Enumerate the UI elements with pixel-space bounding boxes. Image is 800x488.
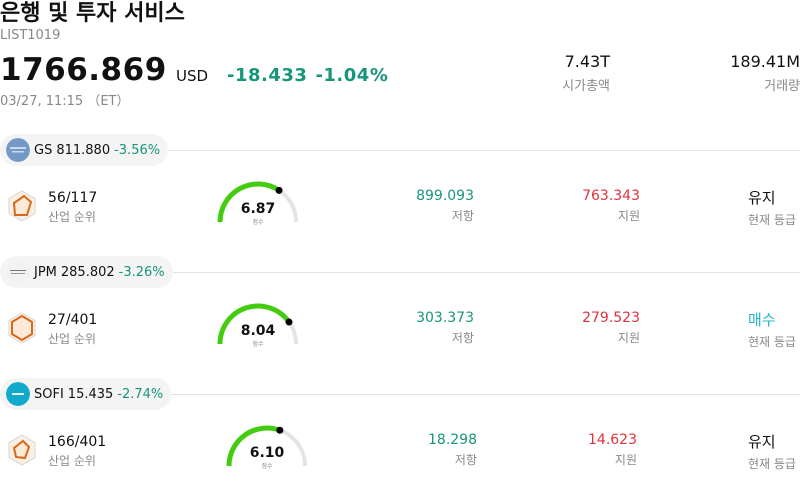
resistance-label: 저항: [451, 209, 474, 223]
stock-symbol: SOFI: [34, 386, 64, 402]
currency-label: USD: [176, 67, 209, 85]
rating-value: 매수: [748, 311, 776, 329]
score-gauge-arc: [217, 181, 298, 223]
industry-rank-hex-icon: [8, 312, 36, 344]
quote-timestamp: 03/27, 11:15 （ET）: [0, 94, 130, 109]
market-cap-label: 시가총액: [562, 79, 610, 94]
resistance-value: 18.298: [428, 432, 477, 448]
goldman-sachs-logo: [6, 138, 30, 162]
stock-price: 811.880: [56, 142, 111, 158]
index-code: LIST1019: [0, 28, 61, 43]
industry-rank-hex-icon: [8, 434, 36, 466]
stock-chip[interactable]: JPM 285.802 -3.26%: [0, 256, 173, 288]
resistance-label: 저항: [454, 453, 477, 467]
rating-label: 현재 등급: [748, 213, 796, 227]
gauge-fill: [217, 303, 292, 345]
change-value: -18.433: [227, 65, 308, 86]
score-gauge-arc: [217, 303, 298, 345]
index-price: 1766.869: [0, 52, 167, 88]
gauge-marker: [285, 318, 293, 326]
stock-change-percent: -3.26%: [118, 264, 165, 280]
divider: [0, 150, 800, 151]
rating-label: 현재 등급: [748, 335, 796, 349]
gauge-fill: [217, 181, 281, 223]
market-cap: 7.43T 시가총액: [562, 52, 610, 94]
score-gauge: 6.87 점수: [215, 178, 301, 228]
market-cap-value: 7.43T: [564, 52, 610, 71]
stock-card[interactable]: SOFI 15.435 -2.74% 166/401 산업 순위 6.10 점수…: [0, 378, 800, 488]
page-title: 은행 및 투자 서비스: [0, 1, 185, 26]
resistance-value: 899.093: [416, 188, 474, 204]
stock-price: 15.435: [67, 386, 114, 402]
volume-label: 거래량: [764, 79, 800, 94]
rating-value: 유지: [748, 189, 776, 207]
volume: 189.41M 거래량: [730, 52, 800, 94]
stock-card[interactable]: GS 811.880 -3.56% 56/117 산업 순위 6.87 점수 8…: [0, 134, 800, 256]
divider: [0, 272, 800, 273]
industry-rank-label: 산업 순위: [48, 210, 96, 224]
support-label: 지원: [617, 209, 640, 223]
support-label: 지원: [614, 453, 637, 467]
sofi-logo: [6, 382, 30, 406]
industry-rank-label: 산업 순위: [48, 332, 96, 346]
score-label: 점수: [261, 463, 273, 470]
support-value: 14.623: [588, 432, 637, 448]
rating: 유지 현재 등급: [748, 187, 796, 228]
price-change: -18.433 -1.04%: [227, 65, 396, 86]
industry-rank-label: 산업 순위: [48, 454, 96, 468]
score-gauge: 6.10 점수: [224, 422, 310, 472]
resistance-value: 303.373: [416, 310, 474, 326]
industry-rank: 166/401: [48, 434, 107, 450]
stock-change-percent: -2.74%: [117, 386, 164, 402]
score-value: 8.04: [240, 323, 276, 339]
change-percent: -1.04%: [315, 65, 389, 86]
jpmorgan-logo: [6, 260, 30, 284]
score-value: 6.87: [240, 201, 276, 217]
support-value: 279.523: [582, 310, 640, 326]
resistance: 303.373 저항: [384, 310, 474, 346]
stock-change-percent: -3.56%: [114, 142, 161, 158]
stock-card[interactable]: JPM 285.802 -3.26% 27/401 산업 순위 8.04 점수 …: [0, 256, 800, 378]
score-gauge-arc: [226, 425, 307, 467]
score-gauge: 8.04 점수: [215, 300, 301, 350]
rating-value: 유지: [748, 433, 776, 451]
stock-symbol: JPM: [34, 264, 57, 280]
stock-chip[interactable]: SOFI 15.435 -2.74%: [0, 378, 172, 410]
rating: 매수 현재 등급: [748, 309, 796, 350]
rating-label: 현재 등급: [748, 457, 796, 471]
score-label: 점수: [252, 219, 264, 226]
industry-rank: 27/401: [48, 312, 98, 328]
stock-price: 285.802: [60, 264, 115, 280]
support-label: 지원: [617, 331, 640, 345]
resistance: 899.093 저항: [384, 188, 474, 224]
support: 279.523 지원: [550, 310, 640, 346]
resistance-label: 저항: [451, 331, 474, 345]
divider: [0, 394, 800, 395]
gauge-marker: [275, 186, 283, 194]
industry-rank: 56/117: [48, 190, 98, 206]
support: 763.343 지원: [550, 188, 640, 224]
gauge-marker: [276, 426, 284, 434]
support-value: 763.343: [582, 188, 640, 204]
stock-chip[interactable]: GS 811.880 -3.56%: [0, 134, 169, 166]
score-label: 점수: [252, 341, 264, 348]
stock-symbol: GS: [34, 142, 53, 158]
rating: 유지 현재 등급: [748, 431, 796, 472]
score-value: 6.10: [249, 445, 285, 461]
gauge-fill: [226, 425, 281, 467]
support: 14.623 지원: [547, 432, 637, 468]
volume-value: 189.41M: [730, 52, 800, 71]
resistance: 18.298 저항: [387, 432, 477, 468]
industry-rank-hex-icon: [8, 190, 36, 222]
